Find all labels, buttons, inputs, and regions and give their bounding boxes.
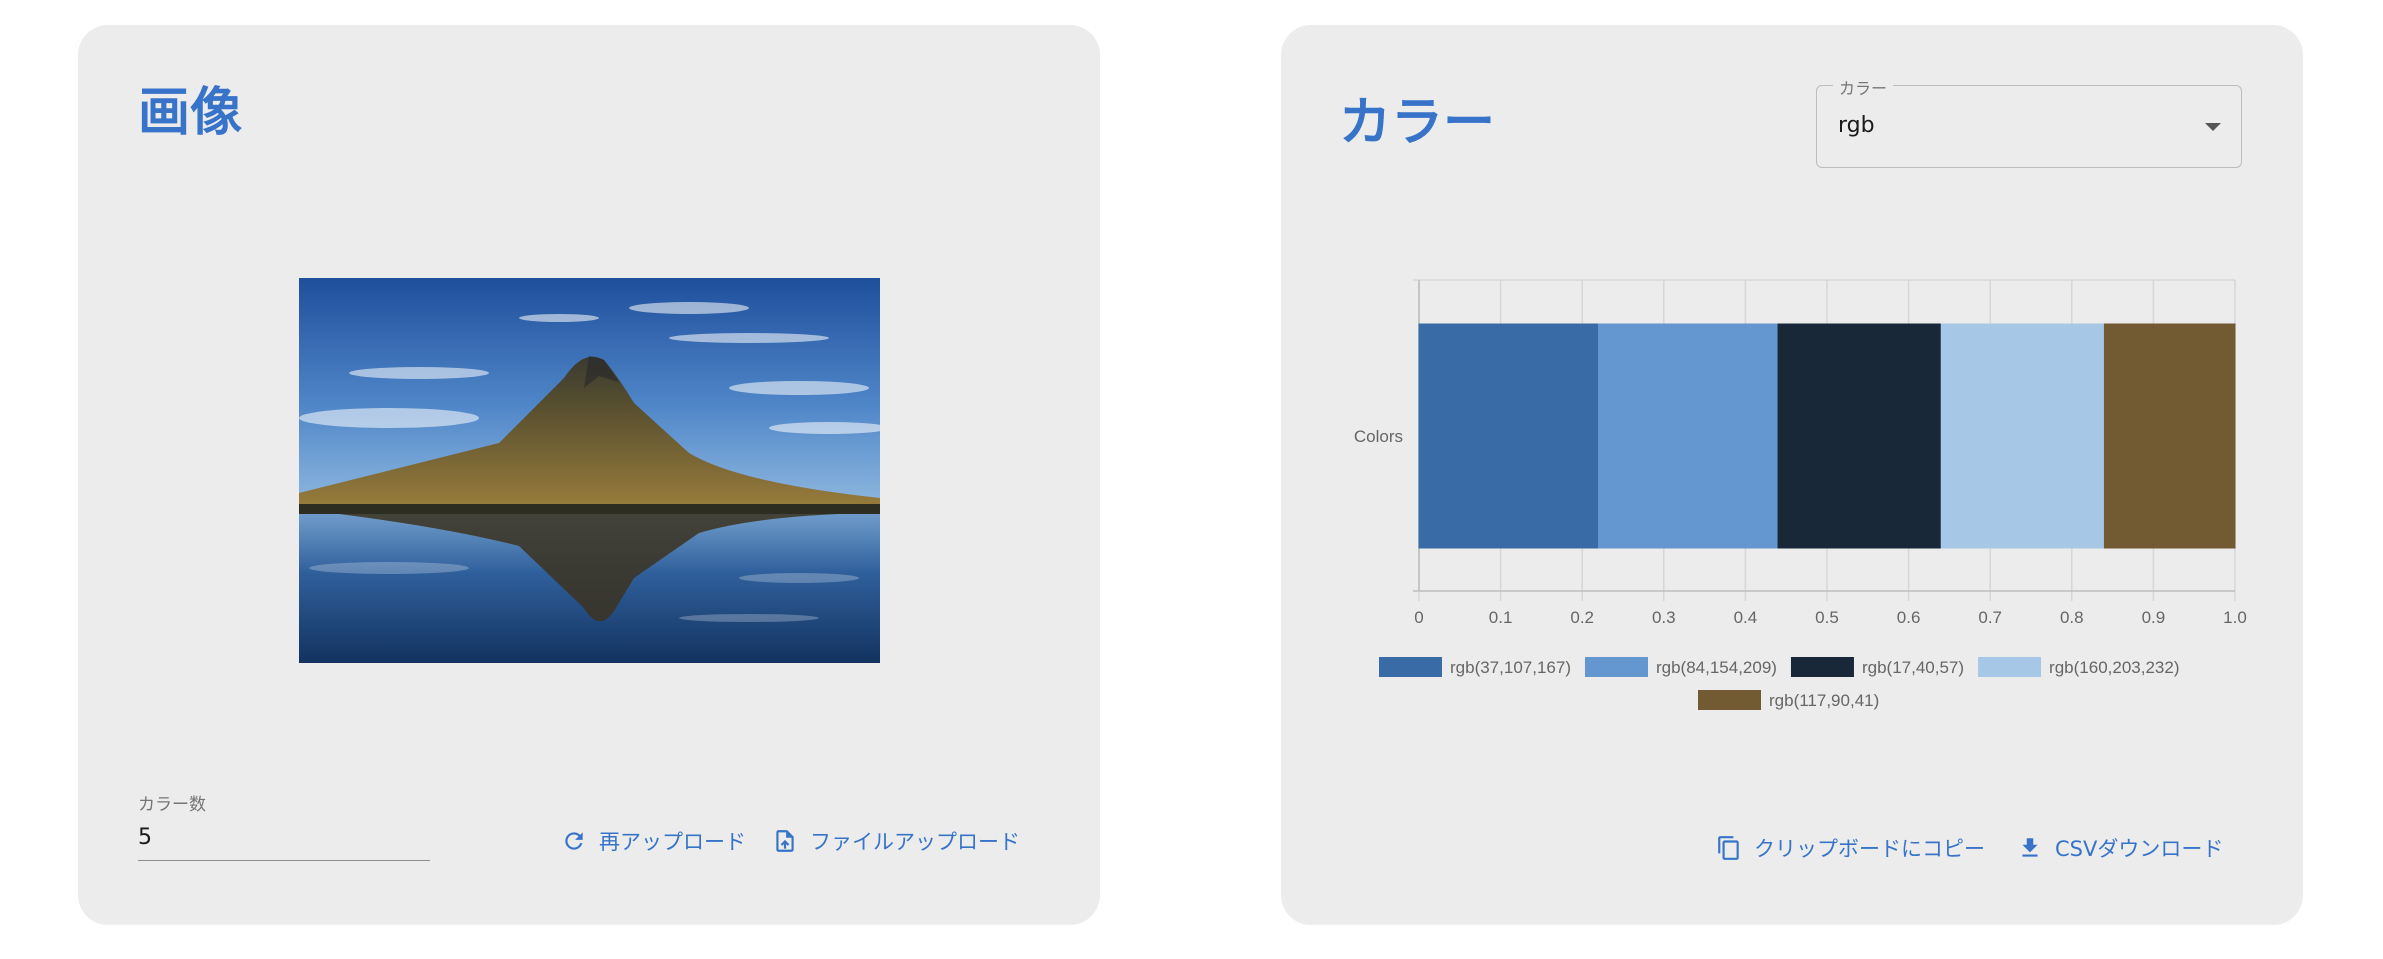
download-icon bbox=[2022, 838, 2038, 857]
color-format-value: rgb bbox=[1838, 113, 1875, 138]
color-bar bbox=[1598, 323, 1779, 549]
x-tick-label: 0.2 bbox=[1570, 608, 1594, 627]
color-bar bbox=[2103, 323, 2236, 549]
csv-download-label: CSVダウンロード bbox=[2055, 837, 2224, 861]
color-bar bbox=[1777, 323, 1942, 549]
color-count-input[interactable]: 5 bbox=[138, 825, 430, 861]
color-title: カラー bbox=[1339, 93, 1496, 153]
color-format-select[interactable]: カラー rgb bbox=[1816, 75, 2242, 168]
refresh-icon bbox=[565, 832, 583, 850]
color-format-label: カラー bbox=[1833, 75, 1894, 99]
x-tick-label: 0 bbox=[1414, 608, 1423, 627]
legend-swatch bbox=[1584, 657, 1648, 677]
color-count-field[interactable]: カラー数 5 bbox=[138, 790, 430, 861]
x-tick-label: 0.3 bbox=[1652, 608, 1676, 627]
reupload-label: 再アップロード bbox=[599, 830, 746, 854]
color-bar bbox=[1940, 323, 2105, 549]
file-upload-label: ファイルアップロード bbox=[810, 830, 1020, 854]
legend-swatch bbox=[1698, 690, 1761, 710]
y-category-label: Colors bbox=[1354, 427, 1403, 446]
color-palette-chart: 0 0.1 0.2 0.3 0.4 0.5 0.6 0.7 0.8 0.9 1.0 Colors rgb… bbox=[1354, 279, 2247, 710]
image-card: 画像 bbox=[78, 25, 1100, 925]
legend-label: rgb(17,40,57) bbox=[1862, 658, 1964, 677]
legend-label: rgb(37,107,167) bbox=[1450, 658, 1571, 677]
legend-label: rgb(84,154,209) bbox=[1656, 658, 1777, 677]
x-tick-label: 0.9 bbox=[2142, 608, 2166, 627]
reupload-button[interactable]: 再アップロード bbox=[561, 826, 746, 856]
x-tick-label: 0.4 bbox=[1734, 608, 1758, 627]
image-title: 画像 bbox=[138, 83, 243, 143]
x-tick-label: 0.6 bbox=[1897, 608, 1921, 627]
legend-swatch bbox=[1379, 657, 1442, 677]
x-tick-label: 0.8 bbox=[2060, 608, 2084, 627]
file-upload-button[interactable]: ファイルアップロード bbox=[772, 826, 1020, 856]
x-tick-label: 0.1 bbox=[1489, 608, 1513, 627]
copy-clipboard-button[interactable]: クリップボードにコピー bbox=[1716, 833, 1985, 863]
color-card: カラー カラー rgb 0 0.1 0.2 0.3 0.4 0.5 0.6 0.7 0.8 0.9… bbox=[1281, 25, 2303, 925]
legend-label: rgb(160,203,232) bbox=[2049, 658, 2179, 677]
legend-swatch bbox=[1978, 657, 2042, 677]
x-tick-label: 1.0 bbox=[2223, 608, 2247, 627]
color-bar bbox=[1418, 323, 1600, 549]
uploaded-image bbox=[299, 278, 880, 663]
x-tick-label: 0.5 bbox=[1815, 608, 1839, 627]
color-count-label: カラー数 bbox=[138, 795, 206, 815]
csv-download-button[interactable]: CSVダウンロード bbox=[2017, 833, 2223, 863]
dropdown-arrow-icon bbox=[2205, 123, 2221, 131]
file-upload-icon bbox=[776, 830, 794, 852]
copy-clipboard-label: クリップボードにコピー bbox=[1754, 837, 1985, 861]
legend-label: rgb(117,90,41) bbox=[1769, 691, 1879, 710]
x-tick-label: 0.7 bbox=[1978, 608, 2002, 627]
copy-icon bbox=[1718, 836, 1739, 860]
legend-swatch bbox=[1790, 657, 1854, 677]
